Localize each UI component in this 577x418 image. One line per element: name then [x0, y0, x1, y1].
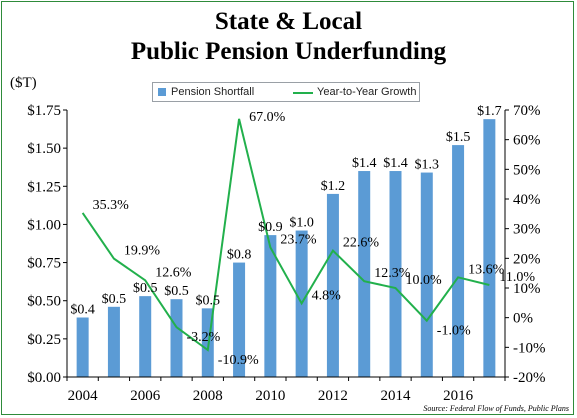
- bar-label-2015: $1.3: [415, 158, 440, 173]
- y-left-tick-label: $0.00: [27, 370, 61, 386]
- bar-label-2016: $1.5: [446, 130, 471, 145]
- y-right-tick-label: 70%: [513, 103, 541, 119]
- y-left-tick-label: $0.25: [27, 332, 61, 348]
- legend-swatch-growth: [293, 92, 313, 94]
- line-label-2011: 4.8%: [312, 288, 342, 303]
- x-tick-label-2010: 2010: [255, 388, 285, 404]
- line-label-2004: 35.3%: [93, 198, 129, 213]
- x-tick-label-2004: 2004: [68, 388, 99, 404]
- y-left-tick-label: $1.00: [27, 217, 61, 233]
- bar-2007: [170, 299, 183, 377]
- line-label-2005: 19.9%: [124, 244, 161, 259]
- bar-label-2011: $1.0: [289, 216, 314, 231]
- bar-label-2008: $0.5: [196, 293, 221, 308]
- bar-label-2004: $0.4: [70, 302, 95, 317]
- y-right-tick-label: 0%: [513, 311, 533, 327]
- line-label-2013: 12.3%: [374, 266, 411, 281]
- y-right-tick-label: 30%: [513, 222, 541, 238]
- bar-2014: [389, 171, 402, 377]
- source-note: Source: Federal Flow of Funds, Public Pl…: [423, 404, 569, 413]
- y-left-tick-label: $1.25: [27, 179, 61, 195]
- x-tick-label-2014: 2014: [381, 388, 412, 404]
- chart-title-line2: Public Pension Underfunding: [130, 38, 447, 65]
- line-label-2007: -3.2%: [187, 330, 221, 345]
- bar-2016: [452, 145, 465, 377]
- bar-label-2007: $0.5: [164, 284, 189, 299]
- y-left-tick-label: $0.50: [27, 294, 61, 310]
- y-left-tick-label: $1.50: [27, 141, 61, 157]
- bar-label-2014: $1.4: [383, 156, 408, 171]
- line-label-2010: 23.7%: [280, 232, 317, 247]
- y-right-tick-label: -10%: [513, 340, 546, 356]
- y-right-tick-label: 50%: [513, 162, 541, 178]
- line-label-2006: 12.6%: [155, 265, 192, 280]
- bar-2010: [264, 235, 277, 377]
- line-label-2012: 22.6%: [343, 236, 380, 251]
- y-right-tick-label: 20%: [513, 251, 541, 267]
- bar-label-2013: $1.4: [352, 156, 377, 171]
- bar-2013: [358, 171, 371, 377]
- bar-label-2010: $0.9: [258, 220, 283, 235]
- bar-label-2005: $0.5: [102, 292, 127, 307]
- y-right-tick-label: -20%: [513, 370, 546, 386]
- bar-2005: [107, 306, 120, 377]
- line-label-2015: -1.0%: [437, 324, 471, 339]
- bar-2006: [139, 296, 152, 377]
- y-right-tick-label: 60%: [513, 133, 541, 149]
- chart-title-line1: State & Local: [214, 8, 363, 35]
- bar-2009: [233, 262, 246, 377]
- x-tick-label-2012: 2012: [318, 388, 348, 404]
- x-tick-label-2008: 2008: [193, 388, 223, 404]
- x-tick-label-2016: 2016: [443, 388, 474, 404]
- legend-swatch-pension-shortfall: [158, 88, 166, 96]
- legend-label-growth: Year-to-Year Growth: [317, 86, 417, 98]
- line-label-2009: 67.0%: [249, 110, 285, 125]
- y-left-tick-label: $0.75: [27, 256, 61, 272]
- bar-label-2009: $0.8: [227, 248, 252, 263]
- bar-2017: [483, 119, 496, 377]
- y-left-tick-label: $1.75: [27, 103, 61, 119]
- bar-2015: [420, 172, 433, 377]
- bar-label-2017: $1.7: [477, 104, 502, 119]
- x-tick-label-2006: 2006: [130, 388, 161, 404]
- bar-label-2006: $0.5: [133, 281, 158, 296]
- chart-legend: Pension Shortfall Year-to-Year Growth: [152, 82, 420, 102]
- y-axis-left-label: ($T): [10, 75, 37, 91]
- y-right-tick-label: 10%: [513, 281, 541, 297]
- line-label-2016: 13.6%: [468, 262, 505, 277]
- bar-label-2012: $1.2: [321, 179, 346, 194]
- bar-2012: [326, 193, 339, 377]
- line-label-2008: -10.9%: [218, 353, 259, 368]
- line-label-2014: 10.0%: [406, 273, 443, 288]
- legend-label-pension-shortfall: Pension Shortfall: [171, 86, 255, 98]
- growth-line: [81, 118, 490, 352]
- y-right-tick-label: 40%: [513, 192, 541, 208]
- bar-2004: [76, 317, 89, 377]
- line-label-2017: 11.0%: [499, 270, 535, 285]
